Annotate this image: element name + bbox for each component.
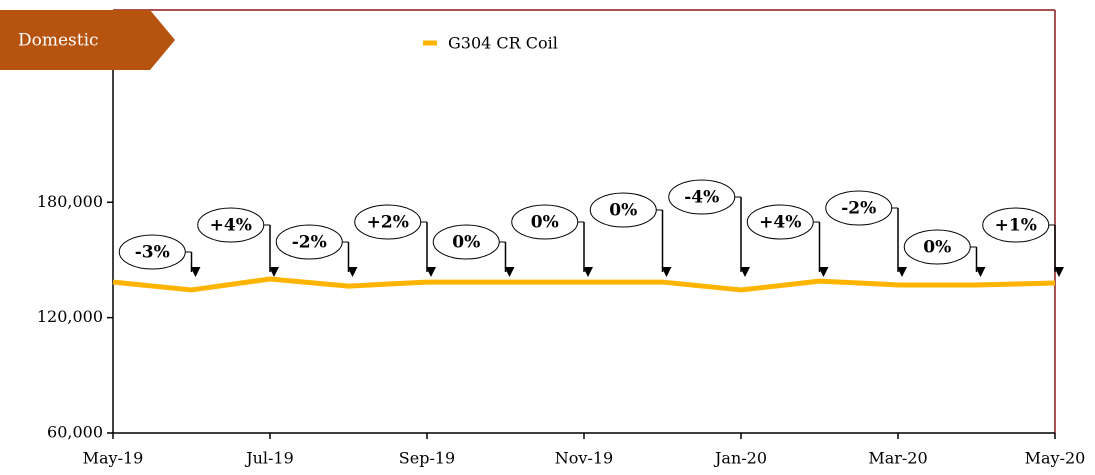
annotation-bubble bbox=[275, 224, 343, 260]
annotation-bubble bbox=[432, 224, 500, 260]
annotation-bubble bbox=[668, 179, 736, 215]
annotation-bubble bbox=[982, 207, 1050, 243]
annotation-bubble bbox=[197, 207, 265, 243]
x-tick-label: Jan-20 bbox=[713, 449, 767, 468]
annotation: 0% bbox=[452, 233, 480, 253]
annotation-bubble bbox=[746, 204, 814, 240]
line-series bbox=[112, 276, 1056, 293]
x-tick-label: Mar-20 bbox=[868, 449, 927, 468]
x-tick-label: Sep-19 bbox=[399, 449, 455, 468]
legend-label: G304 CR Coil bbox=[448, 34, 558, 53]
annotation: +4% bbox=[210, 216, 252, 236]
annotation-bubble bbox=[589, 192, 657, 228]
annotation-bubble bbox=[511, 204, 579, 240]
badge-shape bbox=[0, 10, 175, 70]
annotation: 0% bbox=[923, 238, 951, 258]
y-tick-label: 120,000 bbox=[37, 307, 103, 326]
x-tick-label: May-20 bbox=[1025, 449, 1086, 468]
annotation-bubble bbox=[825, 190, 893, 226]
annotation: +1% bbox=[995, 216, 1037, 236]
y-tick-label: 60,000 bbox=[47, 423, 103, 442]
annotation: 0% bbox=[609, 201, 637, 221]
annotation-bubble bbox=[903, 229, 971, 265]
y-tick-label: 180,000 bbox=[37, 192, 103, 211]
annotation: -2% bbox=[841, 199, 876, 219]
annotation: -4% bbox=[684, 188, 719, 208]
annotation: -3% bbox=[135, 243, 170, 263]
annotation: +4% bbox=[759, 213, 801, 233]
annotation-bubble bbox=[118, 234, 186, 270]
x-tick-label: Nov-19 bbox=[555, 449, 613, 468]
annotation: +2% bbox=[367, 213, 409, 233]
badge-text: Domestic bbox=[18, 31, 99, 51]
x-tick-label: May-19 bbox=[83, 449, 144, 468]
annotation: -2% bbox=[292, 233, 327, 253]
x-tick-label: Jul-19 bbox=[244, 449, 294, 468]
annotation-bubble bbox=[354, 204, 422, 240]
annotation: 0% bbox=[531, 213, 559, 233]
